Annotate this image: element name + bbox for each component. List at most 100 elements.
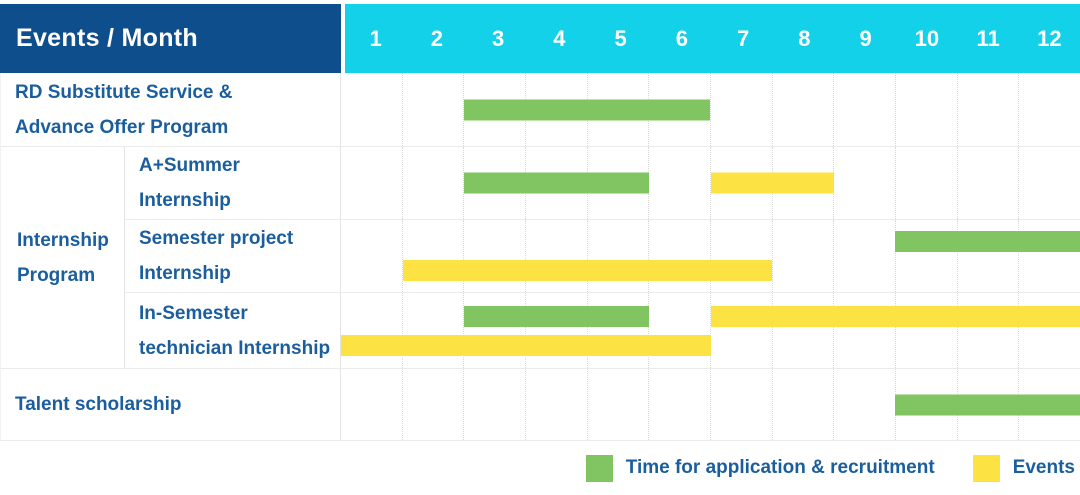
month-header-5: 5: [590, 4, 651, 73]
grid-column: [833, 147, 895, 219]
grid-column: [1018, 73, 1080, 146]
grid-column: [957, 293, 1019, 368]
grid-column: [341, 73, 402, 146]
table-row: Talent scholarship: [1, 369, 1080, 441]
grid-column: [772, 293, 834, 368]
grid-column: [895, 293, 957, 368]
application-recruitment-bar: [464, 173, 649, 194]
event-bar: [341, 335, 711, 356]
legend-label-events: Events: [1013, 457, 1075, 479]
grid-column: [710, 73, 772, 146]
legend-item-events: Events: [973, 455, 1075, 482]
green-swatch-icon: [586, 455, 613, 482]
grid-column: [833, 293, 895, 368]
gantt-track-rd-substitute-service: [341, 73, 1080, 146]
grid-column: [525, 293, 587, 368]
grid-column: [957, 73, 1019, 146]
label-line: Internship: [139, 256, 340, 291]
event-bar: [711, 306, 1080, 327]
month-header-11: 11: [958, 4, 1019, 73]
grid-column: [772, 73, 834, 146]
table-body: RD Substitute Service &Advance Offer Pro…: [0, 73, 1080, 441]
label-line: A+Summer: [139, 148, 340, 183]
application-recruitment-bar: [464, 99, 710, 120]
month-gridlines: [341, 73, 1080, 146]
grid-column: [402, 293, 464, 368]
gantt-track-talent-scholarship: [341, 369, 1080, 440]
grid-column: [772, 220, 834, 292]
grid-column: [341, 220, 402, 292]
grid-column: [648, 293, 710, 368]
month-header-10: 10: [896, 4, 957, 73]
row-label-talent-scholarship: Talent scholarship: [1, 369, 341, 440]
legend-item-application-recruitment: Time for application & recruitment: [586, 455, 935, 482]
month-gridlines: [341, 293, 1080, 368]
gantt-track-a-plus-summer-internship: [341, 147, 1080, 219]
grid-column: [648, 369, 710, 440]
grid-column: [402, 220, 464, 292]
label-line: Program: [17, 258, 124, 293]
gantt-track-semester-project-internship: [341, 220, 1080, 292]
label-line: technician Internship: [139, 331, 340, 366]
grid-column: [402, 369, 464, 440]
event-bar: [403, 260, 773, 281]
grid-column: [525, 369, 587, 440]
grid-column: [587, 293, 649, 368]
month-header-12: 12: [1019, 4, 1080, 73]
grid-column: [402, 147, 464, 219]
label-line: In-Semester: [139, 296, 340, 331]
label-line: Internship: [17, 223, 124, 258]
label-line: Talent scholarship: [15, 387, 340, 422]
grid-column: [1018, 293, 1080, 368]
grid-column: [710, 369, 772, 440]
month-header-2: 2: [406, 4, 467, 73]
grid-column: [463, 369, 525, 440]
event-bar: [711, 173, 834, 194]
month-header-7: 7: [713, 4, 774, 73]
grid-column: [710, 220, 772, 292]
grid-column: [648, 147, 710, 219]
grid-column: [341, 293, 402, 368]
month-header-3: 3: [468, 4, 529, 73]
application-recruitment-bar: [464, 306, 649, 327]
month-header-6: 6: [651, 4, 712, 73]
label-line: RD Substitute Service &: [15, 75, 340, 110]
grid-column: [587, 220, 649, 292]
label-line: Advance Offer Program: [15, 110, 340, 145]
yellow-swatch-icon: [973, 455, 1000, 482]
month-header-9: 9: [835, 4, 896, 73]
grid-column: [402, 73, 464, 146]
grid-column: [833, 369, 895, 440]
grid-column: [341, 147, 402, 219]
label-line: Semester project: [139, 221, 340, 256]
grid-column: [1018, 147, 1080, 219]
grid-column: [463, 220, 525, 292]
month-header-4: 4: [529, 4, 590, 73]
corner-header-events-month: Events / Month: [0, 4, 341, 73]
grid-column: [895, 73, 957, 146]
grid-column: [833, 220, 895, 292]
grid-column: [957, 147, 1019, 219]
grid-column: [895, 147, 957, 219]
grid-column: [833, 73, 895, 146]
legend: Time for application & recruitment Event…: [0, 441, 1080, 495]
grid-column: [587, 369, 649, 440]
legend-label-application-recruitment: Time for application & recruitment: [626, 457, 935, 479]
row-label-rd-substitute-service: RD Substitute Service &Advance Offer Pro…: [1, 73, 341, 146]
table-row: RD Substitute Service &Advance Offer Pro…: [1, 73, 1080, 147]
grid-column: [772, 369, 834, 440]
month-header-1: 1: [345, 4, 406, 73]
month-header-8: 8: [774, 4, 835, 73]
